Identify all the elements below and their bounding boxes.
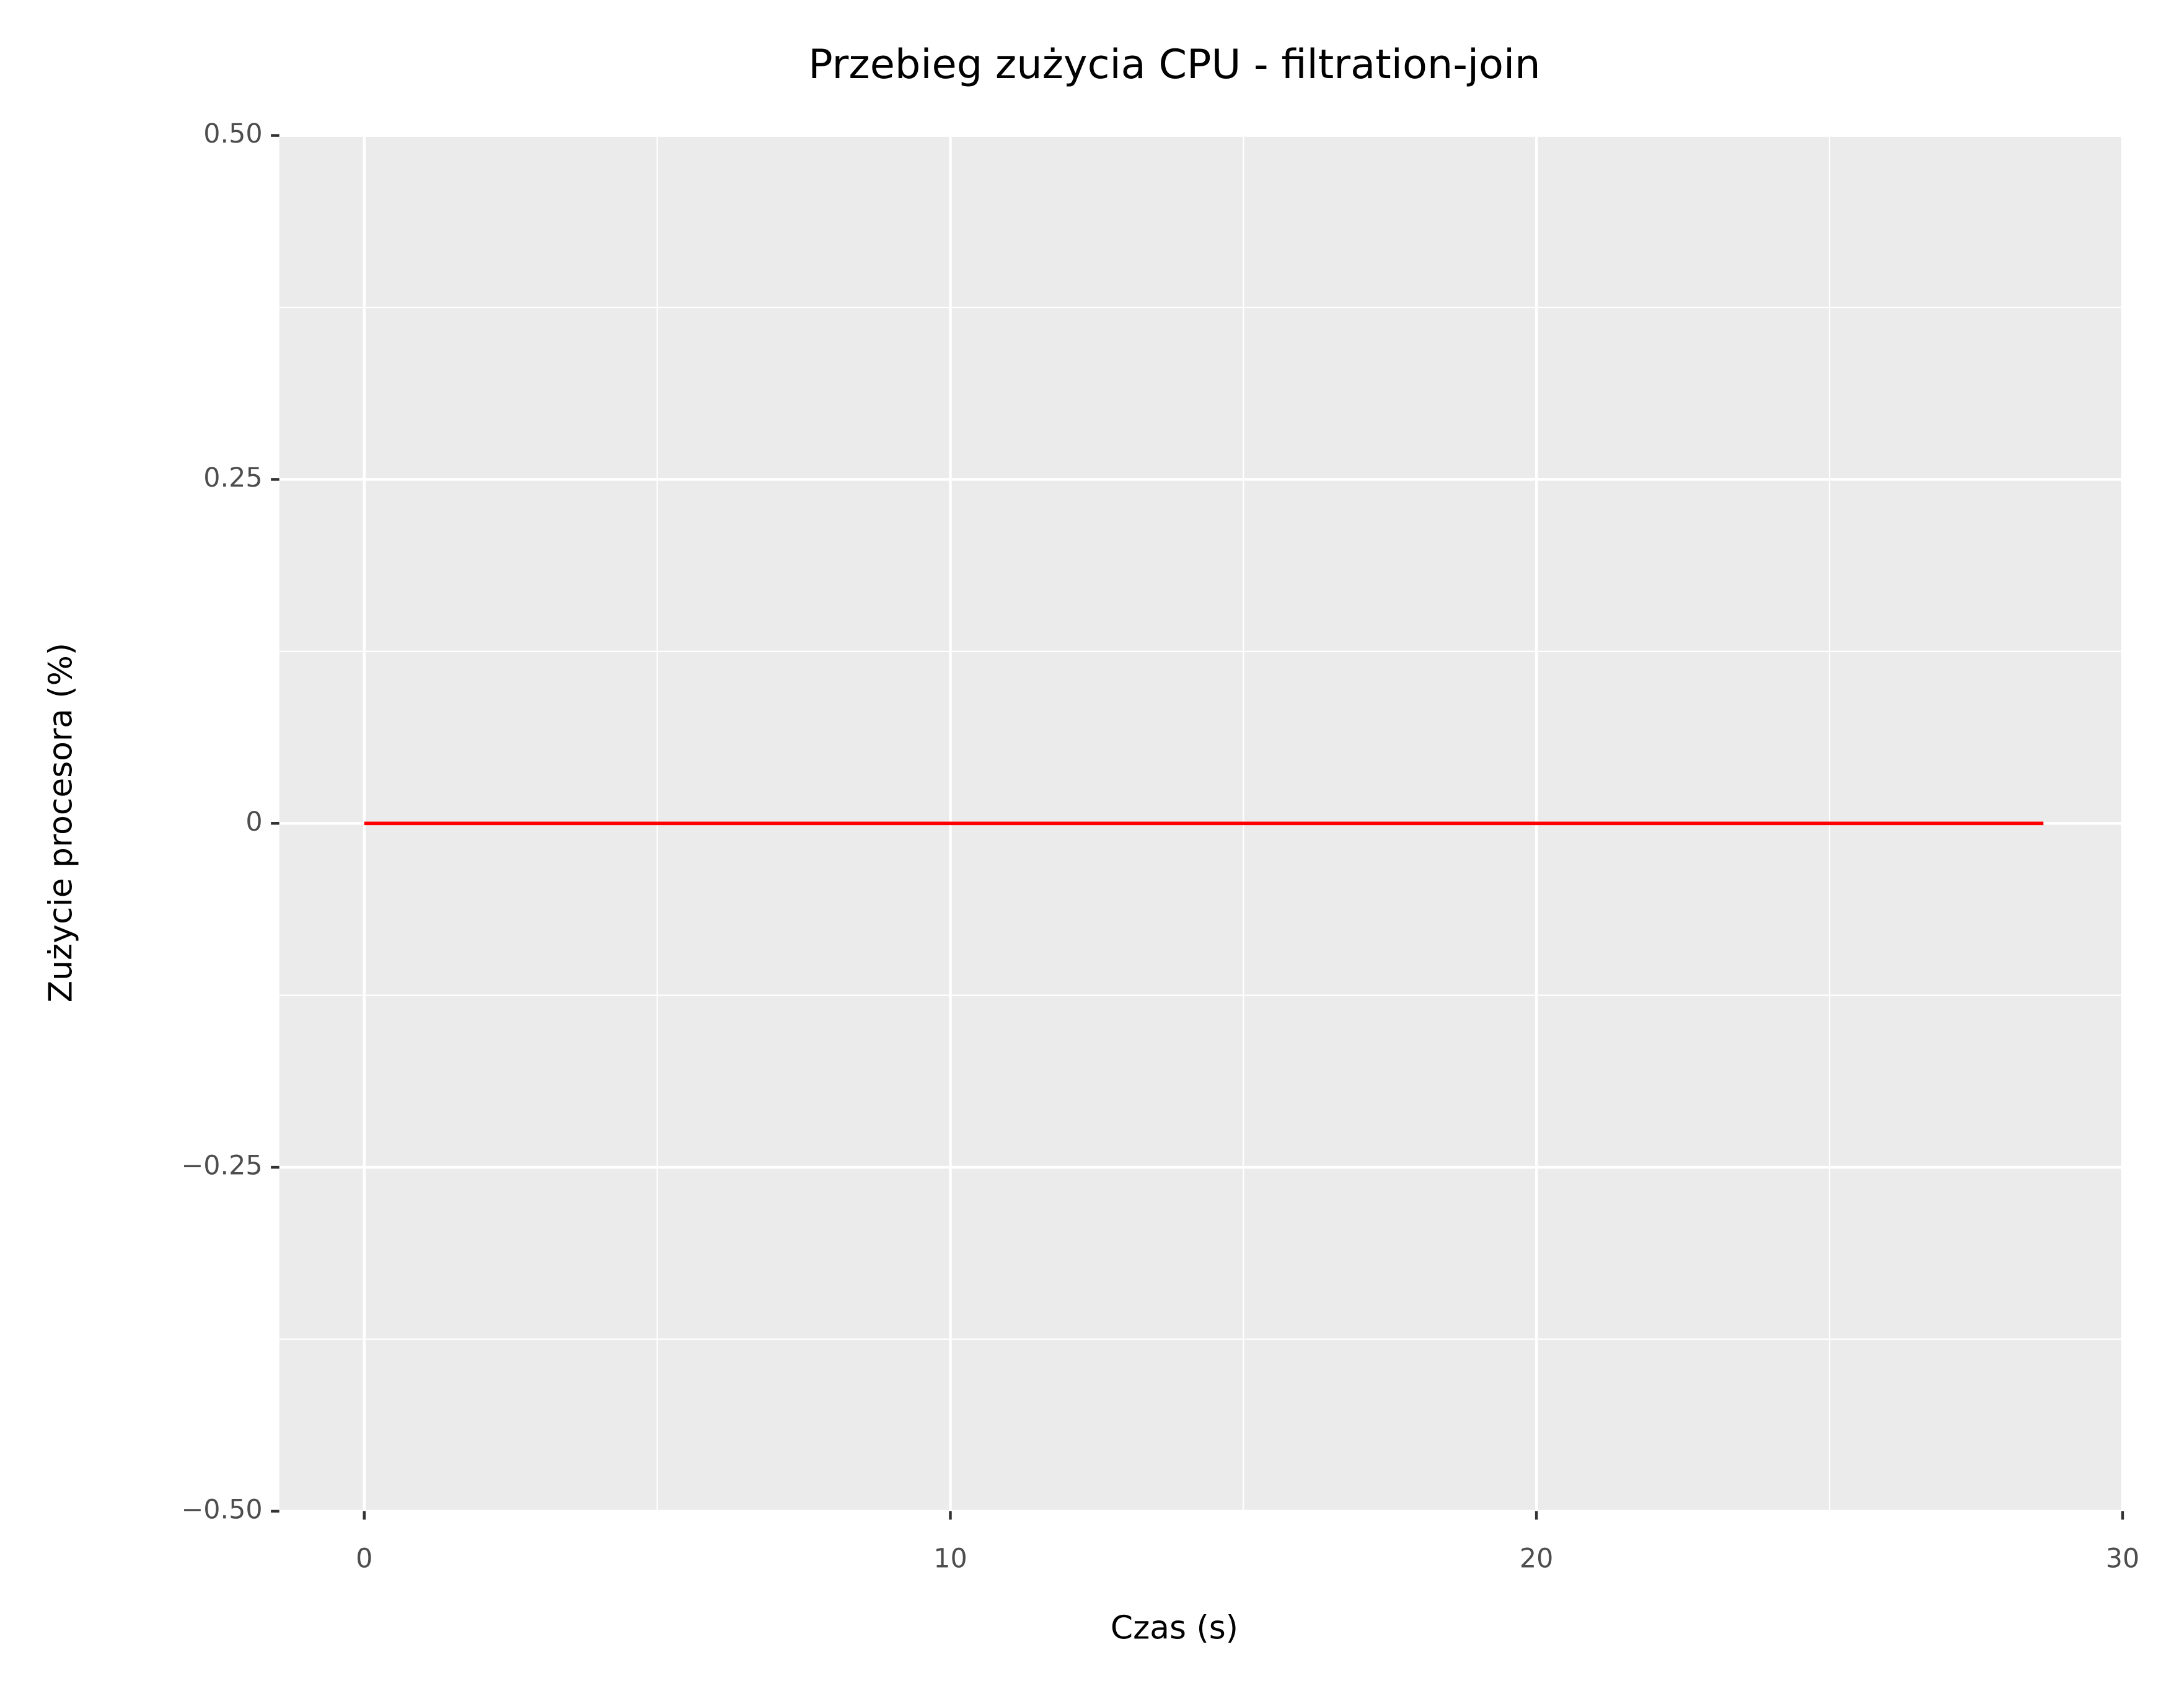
chart-title: Przebieg zużycia CPU - filtration-join [808, 41, 1540, 88]
x-tick-label: 10 [933, 1543, 967, 1574]
x-axis-label: Czas (s) [1111, 1609, 1238, 1646]
y-tick-label: 0.25 [203, 462, 262, 493]
y-tick-label: 0 [245, 806, 262, 837]
x-tick-label: 20 [1520, 1543, 1553, 1574]
y-axis-label: Zużycie procesora (%) [42, 643, 79, 1002]
x-tick-label: 0 [356, 1543, 372, 1574]
y-tick-label: 0.50 [203, 118, 262, 149]
x-tick-label: 30 [2106, 1543, 2139, 1574]
y-tick-label: −0.50 [181, 1494, 262, 1525]
y-tick-label: −0.25 [181, 1151, 262, 1181]
